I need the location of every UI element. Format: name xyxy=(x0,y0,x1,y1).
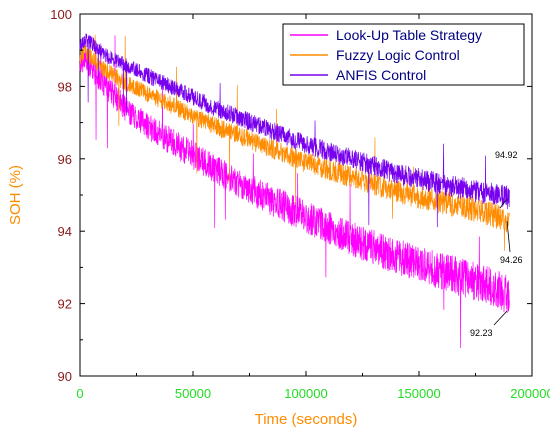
x-tick-label: 100000 xyxy=(284,386,327,401)
legend-label-fuzzy-logic: Fuzzy Logic Control xyxy=(336,47,460,63)
series-layer xyxy=(79,33,510,349)
legend-label-anfis: ANFIS Control xyxy=(336,67,426,83)
series-line-3 xyxy=(79,33,510,228)
y-axis-title: SOH (%) xyxy=(7,165,24,225)
annotation-label-94-26: 94.26 xyxy=(500,255,523,265)
annotation-arrow-92-23 xyxy=(493,310,508,326)
annotation-label-92-23: 92.23 xyxy=(470,328,493,338)
annotation-arrow-94-92 xyxy=(499,198,508,209)
y-tick-label: 92 xyxy=(58,297,72,312)
y-tick-label: 98 xyxy=(58,79,72,94)
y-tick-label: 90 xyxy=(58,369,72,384)
y-tick-label: 94 xyxy=(58,224,72,239)
x-tick-label: 150000 xyxy=(397,386,440,401)
series-line-2 xyxy=(79,34,510,251)
annotation-label-94-92: 94.92 xyxy=(495,150,518,160)
series-line-1 xyxy=(79,35,510,349)
x-axis-title: Time (seconds) xyxy=(255,411,358,428)
annotation-arrow-94-26 xyxy=(506,220,511,253)
x-tick-label: 200000 xyxy=(510,386,550,401)
tick-layer: 0 50000 100000 150000 200000 90 92 94 96 98 100 xyxy=(50,7,550,401)
legend: Look-Up Table Strategy Fuzzy Logic Contr… xyxy=(282,23,525,86)
y-tick-label: 96 xyxy=(58,152,72,167)
y-tick-label: 100 xyxy=(50,7,72,22)
x-tick-label: 50000 xyxy=(175,386,211,401)
x-tick-label: 0 xyxy=(76,386,83,401)
legend-label-look-up-table: Look-Up Table Strategy xyxy=(336,27,482,43)
annotation-layer: 94.92 94.26 92.23 xyxy=(470,150,523,338)
